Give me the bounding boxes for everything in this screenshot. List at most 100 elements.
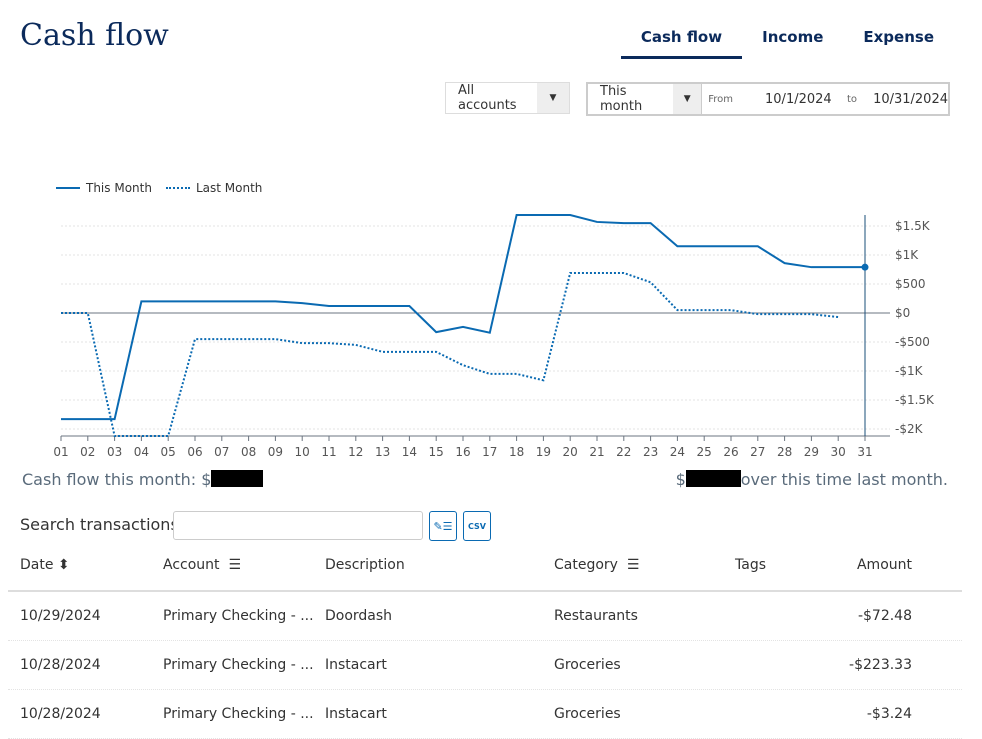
solid-line-icon (56, 187, 80, 189)
column-amount[interactable]: Amount (856, 557, 912, 573)
y-tick-label: -$1K (895, 364, 924, 378)
accounts-select[interactable]: All accounts ▼ (445, 82, 570, 114)
hover-point (861, 263, 869, 271)
date-range: This month ▼ From 10/1/2024 to 10/31/202… (586, 82, 950, 116)
x-tick-label: 20 (563, 445, 578, 459)
x-tick-label: 19 (536, 445, 551, 459)
series-line-last-month (61, 271, 839, 437)
column-label: Account (163, 557, 220, 573)
to-date-input[interactable]: 10/31/2024 (873, 91, 948, 107)
edit-list-button[interactable]: ✎☰ (429, 511, 457, 541)
to-label: to (847, 93, 858, 105)
x-tick-label: 04 (134, 445, 149, 459)
x-tick-label: 31 (857, 445, 872, 459)
cell-date: 10/29/2024 (20, 608, 101, 624)
csv-icon: CSV (468, 521, 486, 531)
x-tick-label: 25 (697, 445, 712, 459)
x-tick-label: 11 (321, 445, 336, 459)
legend-this-month[interactable]: This Month (56, 181, 152, 195)
from-date-input[interactable]: 10/1/2024 (765, 91, 832, 107)
x-tick-label: 06 (187, 445, 202, 459)
x-tick-label: 27 (750, 445, 765, 459)
x-tick-label: 30 (831, 445, 846, 459)
summary-prefix: $ (675, 470, 686, 489)
header-divider (8, 590, 962, 592)
cell-description: Instacart (325, 706, 387, 722)
summary-suffix: over this time last month. (740, 470, 948, 489)
accounts-select-value: All accounts (458, 83, 517, 113)
x-tick-label: 07 (214, 445, 229, 459)
x-tick-label: 02 (80, 445, 95, 459)
cell-amount: -$223.33 (849, 657, 912, 673)
chevron-down-icon: ▼ (537, 83, 569, 113)
x-tick-label: 03 (107, 445, 122, 459)
page-title: Cash flow (20, 18, 169, 53)
x-tick-label: 26 (723, 445, 738, 459)
export-csv-button[interactable]: CSV (463, 511, 491, 541)
y-tick-label: -$1.5K (895, 393, 935, 407)
table-row[interactable]: 10/28/2024 Primary Checking - ... Instacar… (8, 690, 962, 739)
cell-date: 10/28/2024 (20, 657, 101, 673)
chart-legend: This Month Last Month (56, 181, 262, 195)
filter-icon[interactable]: ☰ (228, 557, 241, 573)
legend-last-month[interactable]: Last Month (165, 181, 263, 195)
legend-label: Last Month (195, 181, 263, 195)
filter-icon[interactable]: ☰ (626, 557, 640, 573)
x-tick-label: 12 (348, 445, 363, 459)
x-tick-label: 23 (643, 445, 658, 459)
cell-description: Instacart (325, 657, 387, 673)
from-label: From (708, 93, 734, 105)
edit-list-icon: ✎☰ (433, 519, 453, 533)
period-select[interactable]: This month (600, 84, 643, 114)
y-tick-label: $1.5K (895, 219, 931, 233)
tab-cash-flow[interactable]: Cash flow (620, 28, 743, 59)
cell-account: Primary Checking - ... (163, 706, 314, 722)
column-description[interactable]: Description (325, 557, 405, 573)
x-tick-label: 22 (616, 445, 631, 459)
redacted-value (685, 470, 741, 487)
x-tick-label: 15 (429, 445, 444, 459)
x-tick-label: 13 (375, 445, 390, 459)
column-date[interactable]: Date ⬍ (20, 557, 70, 573)
search-label: Search transactions (20, 515, 179, 534)
cash-flow-summary: Cash flow this month: $ (22, 470, 264, 489)
search-input[interactable] (173, 511, 423, 540)
x-tick-label: 08 (241, 445, 256, 459)
column-tags[interactable]: Tags (735, 557, 766, 573)
x-tick-label: 14 (402, 445, 417, 459)
column-label: Category (554, 557, 618, 573)
column-category[interactable]: Category ☰ (554, 557, 639, 573)
x-tick-label: 29 (804, 445, 819, 459)
cell-amount: -$3.24 (866, 706, 912, 722)
summary-label: Cash flow this month: $ (22, 470, 212, 489)
x-tick-label: 16 (455, 445, 470, 459)
y-tick-label: -$2K (895, 422, 924, 436)
x-tick-label: 17 (482, 445, 497, 459)
table-row[interactable]: 10/29/2024 Primary Checking - ... Doordash… (8, 592, 962, 641)
y-tick-label: $500 (895, 277, 926, 291)
x-tick-label: 18 (509, 445, 524, 459)
y-tick-label: $1K (895, 248, 919, 262)
y-tick-label: $0 (895, 306, 910, 320)
column-account[interactable]: Account ☰ (163, 557, 241, 573)
cell-category: Restaurants (554, 608, 638, 624)
x-tick-label: 28 (777, 445, 792, 459)
chevron-down-icon[interactable]: ▼ (673, 84, 703, 114)
x-tick-label: 05 (161, 445, 176, 459)
x-tick-label: 24 (670, 445, 685, 459)
x-tick-label: 09 (268, 445, 283, 459)
series-line-this-month (61, 213, 865, 421)
cell-category: Groceries (554, 706, 621, 722)
cell-account: Primary Checking - ... (163, 657, 314, 673)
tab-income[interactable]: Income (762, 28, 824, 46)
tab-expense[interactable]: Expense (863, 28, 934, 46)
table-row[interactable]: 10/28/2024 Primary Checking - ... Instacar… (8, 641, 962, 690)
comparison-summary: $ over this time last month. (676, 470, 948, 489)
x-tick-label: 10 (295, 445, 310, 459)
y-tick-label: -$500 (895, 335, 930, 349)
cell-amount: -$72.48 (857, 608, 912, 624)
x-tick-label: 01 (53, 445, 68, 459)
cash-flow-chart[interactable]: $1.5K $1K $500 $0 -$500 -$1K -$1.5K -$2K 01 02 03 0… (0, 170, 982, 460)
view-tabs: Cash flow Income Expense (620, 28, 954, 59)
sort-icon: ⬍ (57, 557, 70, 573)
